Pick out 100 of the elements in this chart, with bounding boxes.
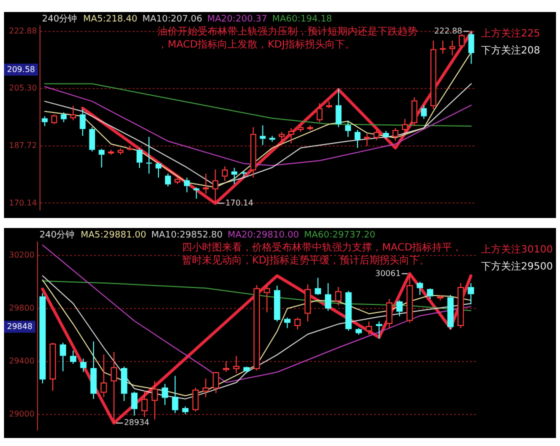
annotation: 30061 — [375, 268, 401, 278]
candlestick — [458, 34, 465, 49]
text: 上方关注30100 — [481, 244, 553, 256]
text: MA10:207.06 — [142, 14, 203, 24]
candlestick — [141, 390, 148, 418]
candlestick — [120, 366, 128, 402]
text: MA20:29810.00 — [228, 230, 300, 240]
candlestick — [304, 284, 311, 322]
candlestick — [314, 277, 322, 296]
y-tick-label: 205.30 — [8, 84, 37, 93]
text: 上方关注225 — [481, 28, 540, 40]
y-tick-label: 222.88 — [8, 26, 37, 36]
text: 下方关注29500 — [481, 260, 553, 273]
text: 29848 — [7, 322, 32, 331]
candlestick — [39, 292, 46, 384]
candlestick — [345, 290, 352, 332]
candlestick — [152, 380, 158, 420]
candlestick — [243, 367, 250, 374]
annotation: 170.14 — [225, 198, 254, 208]
annotation: 28934 — [124, 418, 150, 428]
candlestick — [278, 131, 285, 146]
text: 下方关注208 — [481, 44, 540, 57]
candlestick — [420, 104, 427, 120]
candlestick — [60, 342, 66, 372]
candlestick — [202, 173, 209, 194]
candlestick — [274, 285, 280, 322]
candlestick — [383, 130, 389, 140]
candlestick — [80, 108, 86, 136]
candlestick — [396, 300, 403, 317]
candlestick — [345, 120, 351, 138]
candlestick — [264, 284, 270, 313]
candlestick — [374, 130, 380, 141]
candlestick — [202, 378, 209, 398]
candlestick — [402, 118, 408, 134]
candlestick — [89, 126, 96, 152]
candlestick — [100, 354, 107, 398]
candlestick — [165, 173, 171, 187]
candlestick — [392, 128, 398, 142]
candlestick — [298, 124, 304, 132]
candlestick — [307, 124, 314, 131]
candlestick — [146, 136, 152, 174]
candlestick — [212, 372, 220, 394]
text: MA60:29737.20 — [304, 230, 376, 240]
candlestick — [80, 358, 87, 372]
candlestick — [449, 40, 456, 56]
candlestick — [118, 148, 124, 156]
candlestick — [110, 352, 118, 424]
candlestick — [108, 149, 114, 156]
candlestick — [447, 294, 454, 330]
candlestick — [70, 105, 76, 121]
candlestick — [416, 281, 424, 296]
candlestick — [468, 282, 474, 305]
candlestick — [316, 102, 323, 123]
text: MA20:200.37 — [207, 14, 268, 24]
candlestick — [284, 317, 290, 329]
candlestick — [98, 148, 105, 168]
candlestick — [386, 298, 392, 329]
candlestick — [324, 282, 332, 312]
candlestick — [70, 350, 76, 364]
candlestick — [50, 342, 56, 392]
chart-title: 240分钟 — [42, 13, 78, 24]
candlestick — [156, 162, 162, 178]
candlestick — [458, 282, 464, 329]
candlestick — [250, 126, 256, 178]
candlestick — [356, 328, 362, 336]
candlestick — [437, 294, 444, 301]
y-tick-label: 187.72 — [8, 140, 37, 150]
annotation: 222.88 — [434, 26, 462, 36]
chart-title: 240分钟 — [39, 229, 75, 240]
candlestick — [354, 130, 360, 148]
candlestick — [131, 391, 138, 416]
candlestick — [222, 360, 230, 372]
candlestick — [335, 286, 342, 306]
candlestick — [288, 128, 294, 144]
text: 209.58 — [7, 64, 35, 74]
candlestick — [212, 168, 218, 204]
text: MA60:194.18 — [272, 14, 332, 24]
candlestick — [426, 289, 434, 300]
candlestick — [294, 317, 301, 330]
annotation: 油价开始受布林带上轨强力压制，预计短期内还是下跌趋势，MACD指标向上发散，KDJ指标拐头向下。 — [158, 26, 418, 51]
candlestick — [468, 30, 474, 64]
candlestick — [90, 340, 97, 400]
candlestick — [254, 284, 260, 372]
candlestick — [184, 177, 190, 193]
y-tick-label: 29800 — [8, 303, 34, 312]
candlestick — [182, 406, 188, 415]
y-tick-label: 29400 — [8, 356, 34, 366]
candlestick — [233, 355, 240, 374]
candlestick — [172, 375, 178, 414]
candlestick — [376, 321, 382, 340]
candlestick — [430, 40, 436, 110]
y-tick-label: 30200 — [8, 250, 34, 260]
candlestick — [162, 383, 168, 406]
candlestick — [136, 148, 142, 168]
candlestick — [193, 186, 200, 200]
y-tick-label: 170.14 — [8, 198, 37, 208]
candlestick — [364, 133, 370, 146]
text: MA10:29852.80 — [151, 230, 223, 240]
candlestick — [192, 387, 199, 412]
candlestick — [222, 166, 228, 182]
